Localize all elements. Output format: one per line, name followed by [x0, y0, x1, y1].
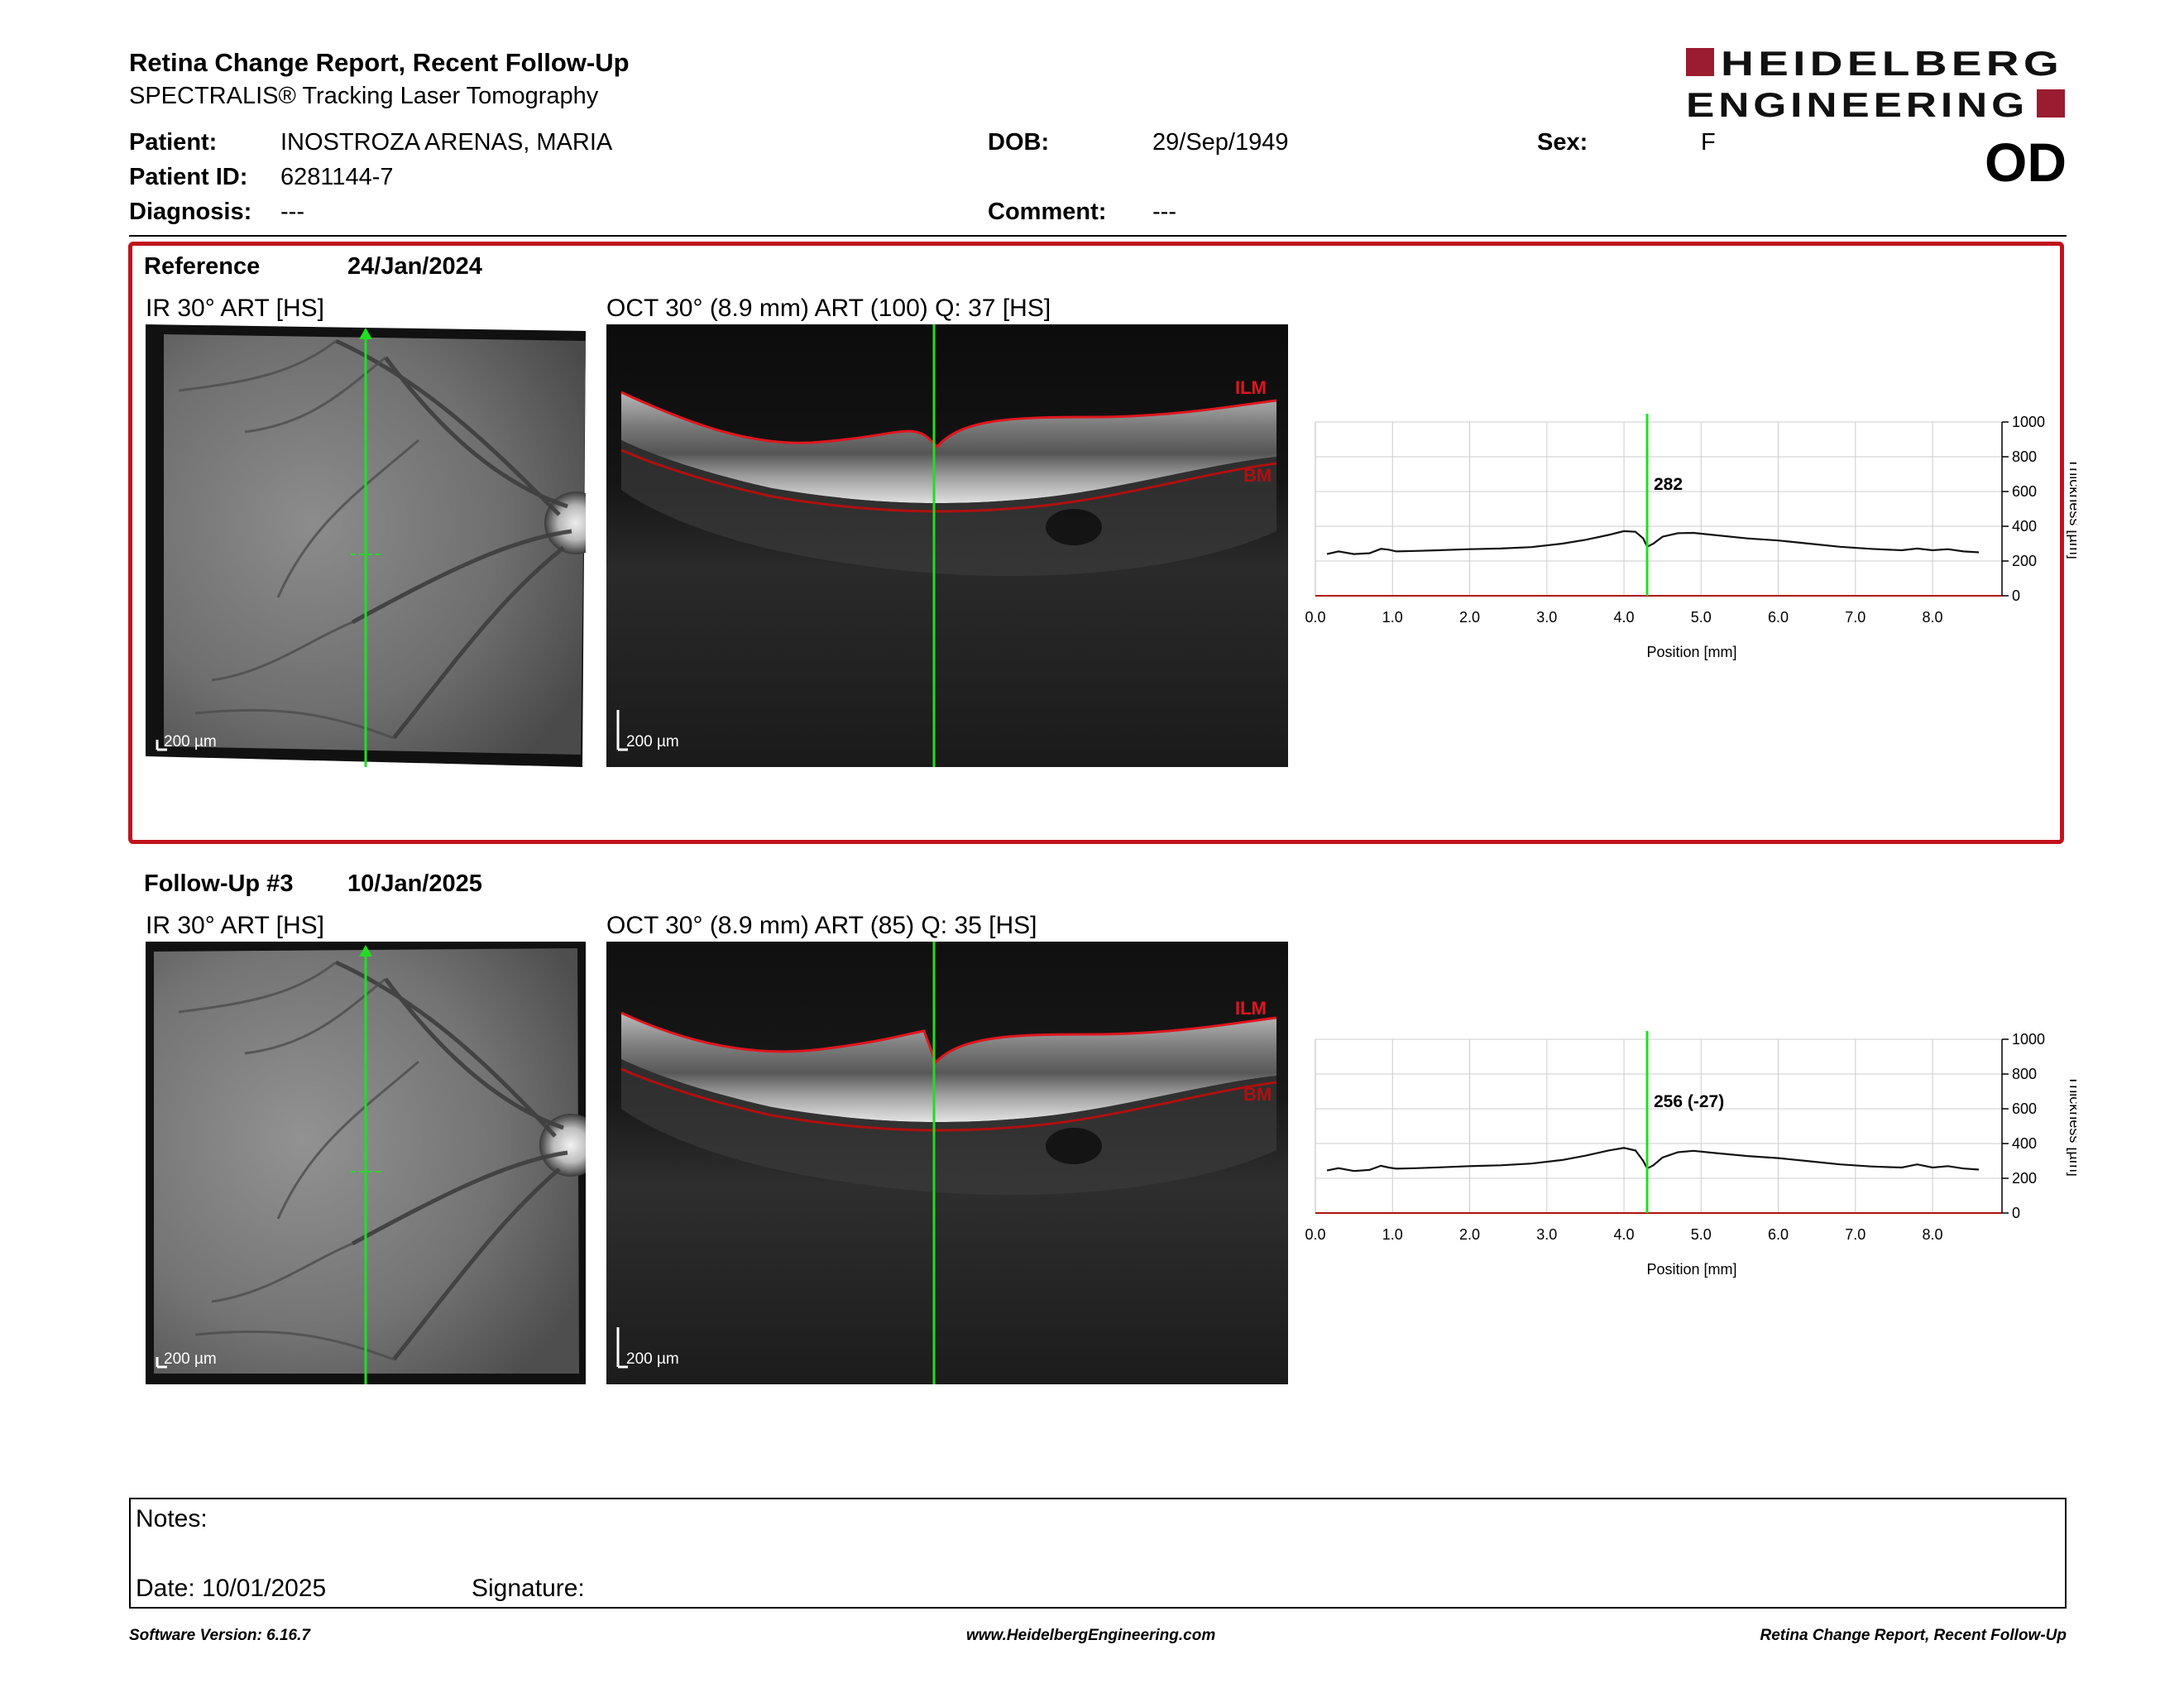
reference-chart-y-tick-label: 400: [2012, 518, 2037, 535]
reference-oct-bscan[interactable]: ILM BM 200 µm: [606, 324, 1288, 767]
sex-label: Sex:: [1537, 129, 1588, 156]
notes-label: Notes:: [136, 1505, 208, 1532]
followup-chart-y-tick-label: 200: [2012, 1170, 2037, 1187]
reference-bm-tag: BM: [1243, 465, 1272, 486]
followup-chart-x-tick-label: 3.0: [1536, 1226, 1557, 1243]
reference-frame: [128, 242, 2064, 844]
followup-oct-scale: 200 µm: [626, 1350, 679, 1368]
logo-line-2: ENGINEERING: [1686, 85, 2028, 122]
patient-label: Patient:: [129, 129, 218, 156]
logo-line-1: HEIDELBERG: [1721, 44, 2063, 83]
followup-chart-marker-value: 256 (-27): [1654, 1092, 1724, 1111]
footer-report-name: Retina Change Report, Recent Follow-Up: [1760, 1627, 2067, 1644]
followup-bm-line: [620, 1067, 1277, 1132]
followup-ir-scale: 200 µm: [164, 1350, 217, 1368]
followup-oct-bscan[interactable]: ILM BM 200 µm: [606, 942, 1288, 1384]
reference-oct-scale: 200 µm: [626, 733, 679, 750]
heidelberg-logo: HEIDELBERG ENGINEERING: [1686, 44, 2065, 122]
reference-chart-y-tick-label: 1000: [2012, 414, 2045, 430]
reference-oct-label: OCT 30° (8.9 mm) ART (100) Q: 37 [HS]: [606, 295, 1051, 322]
followup-chart-y-label: Thickness [µm]: [2067, 1076, 2076, 1176]
notes-date: Date: 10/01/2025: [136, 1575, 327, 1602]
followup-ir-image[interactable]: 200 µm: [146, 942, 586, 1384]
diagnosis-label: Diagnosis:: [129, 199, 252, 225]
reference-chart-series-line: [1326, 530, 1980, 555]
followup-chart-x-tick-label: 6.0: [1768, 1226, 1789, 1243]
followup-label: Follow-Up #3: [144, 870, 294, 897]
sex-value: F: [1701, 129, 1716, 156]
reference-label: Reference: [144, 253, 261, 280]
patient-name: INOSTROZA ARENAS, MARIA: [280, 129, 613, 156]
reference-chart-y-tick-label: 800: [2012, 448, 2037, 465]
logo-square-top: [1686, 48, 1714, 76]
followup-chart-x-label: Position [mm]: [1646, 1261, 1736, 1278]
reference-chart-marker-value: 282: [1654, 475, 1683, 494]
followup-chart-x-tick-label: 1.0: [1382, 1226, 1403, 1243]
followup-chart-x-tick-label: 8.0: [1923, 1226, 1943, 1243]
reference-chart-y-label: Thickness [µm]: [2067, 458, 2076, 559]
footer-software-version: Software Version: 6.16.7: [129, 1627, 310, 1644]
reference-chart-x-tick-label: 4.0: [1614, 609, 1635, 626]
reference-date: 24/Jan/2024: [347, 253, 482, 280]
followup-chart-x-tick-label: 0.0: [1305, 1226, 1325, 1243]
dob-label: DOB:: [988, 129, 1050, 156]
patient-id-label: Patient ID:: [129, 164, 248, 190]
reference-chart-y-tick-label: 0: [2012, 587, 2020, 604]
reference-chart-x-label: Position [mm]: [1646, 644, 1736, 660]
reference-chart-x-tick-label: 0.0: [1305, 609, 1325, 626]
reference-chart-y-tick-label: 600: [2012, 483, 2037, 500]
followup-chart-y-tick-label: 400: [2012, 1135, 2037, 1152]
reference-chart-x-tick-label: 2.0: [1459, 609, 1480, 626]
diagnosis-value: ---: [280, 199, 304, 225]
reference-chart-x-tick-label: 5.0: [1691, 609, 1712, 626]
followup-chart-x-tick-label: 4.0: [1614, 1226, 1635, 1243]
reference-ir-scale: 200 µm: [164, 733, 217, 750]
followup-chart-plot-area: [1315, 1038, 2003, 1214]
patient-id-value: 6281144-7: [280, 164, 394, 190]
reference-chart-y-tick-label: 200: [2012, 553, 2037, 569]
followup-chart-x-tick-label: 5.0: [1691, 1226, 1712, 1243]
notes-box[interactable]: [129, 1498, 2067, 1609]
report-subtitle: SPECTRALIS® Tracking Laser Tomography: [129, 83, 599, 109]
followup-chart-x-tick-label: 2.0: [1459, 1226, 1480, 1243]
followup-chart-y-tick-label: 800: [2012, 1066, 2037, 1082]
followup-ir-label: IR 30° ART [HS]: [146, 912, 324, 939]
reference-thickness-chart: 1000 800 600 400 200 0 0.0 1.0 2.0 3.0 4.0 5.0 6.0 7.…: [1305, 414, 2076, 660]
followup-ilm-line: [620, 1011, 1277, 1065]
followup-oct-label: OCT 30° (8.9 mm) ART (85) Q: 35 [HS]: [606, 912, 1037, 939]
followup-chart-series-line: [1326, 1147, 1980, 1172]
followup-chart-y-tick-label: 600: [2012, 1101, 2037, 1117]
reference-chart-plot-area: [1315, 421, 2003, 597]
eye-indicator: OD: [1985, 132, 2067, 193]
dob-value: 29/Sep/1949: [1152, 129, 1289, 156]
reference-ir-image[interactable]: 200 µm: [146, 324, 586, 767]
reference-chart-x-tick-label: 1.0: [1382, 609, 1403, 626]
comment-value: ---: [1152, 199, 1176, 225]
reference-ir-scan-arrow: [359, 328, 372, 339]
reference-chart-x-tick-label: 6.0: [1768, 609, 1789, 626]
reference-chart-x-tick-label: 8.0: [1923, 609, 1943, 626]
followup-chart-y-tick-label: 0: [2012, 1205, 2020, 1221]
reference-ir-label: IR 30° ART [HS]: [146, 295, 324, 322]
header-divider: [129, 235, 2067, 237]
followup-bm-tag: BM: [1243, 1084, 1272, 1105]
comment-label: Comment:: [988, 199, 1107, 225]
report-title: Retina Change Report, Recent Follow-Up: [129, 48, 630, 77]
followup-chart-y-tick-label: 1000: [2012, 1031, 2045, 1048]
followup-thickness-chart: 1000 800 600 400 200 0 0.0 1.0 2.0 3.0 4.0 5.0 6.0 7.…: [1305, 1031, 2076, 1278]
followup-ilm-tag: ILM: [1235, 998, 1267, 1019]
footer-website[interactable]: www.HeidelbergEngineering.com: [966, 1627, 1216, 1644]
logo-square-bottom: [2037, 89, 2065, 117]
reference-chart-x-tick-label: 7.0: [1845, 609, 1866, 626]
reference-chart-x-tick-label: 3.0: [1536, 609, 1557, 626]
followup-chart-x-tick-label: 7.0: [1845, 1226, 1866, 1243]
followup-ir-scan-arrow: [359, 945, 372, 957]
reference-ilm-tag: ILM: [1235, 377, 1267, 398]
reference-bm-line: [620, 448, 1277, 513]
followup-date: 10/Jan/2025: [347, 870, 482, 897]
signature-label: Signature:: [472, 1575, 585, 1602]
